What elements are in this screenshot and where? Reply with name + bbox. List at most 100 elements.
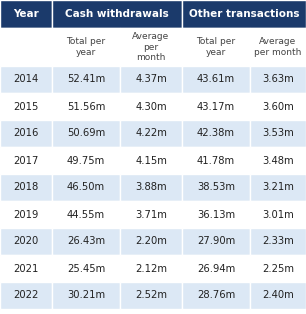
Bar [250,282,306,309]
Text: 2018: 2018 [13,182,39,192]
Text: Total per
year: Total per year [196,37,236,57]
Text: 2.52m: 2.52m [135,290,167,300]
Text: 3.01m: 3.01m [262,209,294,219]
Text: 4.15m: 4.15m [135,155,167,165]
Text: 2016: 2016 [13,128,39,138]
Text: 26.43m: 26.43m [67,236,105,246]
Text: 25.45m: 25.45m [67,263,105,273]
Bar [0,174,52,201]
Text: Other transactions: Other transactions [189,9,299,19]
Bar [0,28,52,66]
Bar [0,201,52,228]
Text: 44.55m: 44.55m [67,209,105,219]
Text: Average
per
month: Average per month [132,32,170,62]
Text: 4.37m: 4.37m [135,74,167,84]
Bar [52,228,120,255]
Text: 3.53m: 3.53m [262,128,294,138]
Text: 38.53m: 38.53m [197,182,235,192]
Text: 46.50m: 46.50m [67,182,105,192]
Bar [120,28,182,66]
Text: 36.13m: 36.13m [197,209,235,219]
Text: 3.71m: 3.71m [135,209,167,219]
Bar [0,66,52,93]
Text: 42.38m: 42.38m [197,128,235,138]
Text: 3.63m: 3.63m [262,74,294,84]
Text: 3.88m: 3.88m [135,182,167,192]
Text: 2015: 2015 [13,101,39,111]
Bar [52,28,120,66]
Text: 41.78m: 41.78m [197,155,235,165]
Bar [182,255,250,282]
Text: 26.94m: 26.94m [197,263,235,273]
Bar [120,120,182,147]
Bar [120,255,182,282]
Bar [52,147,120,174]
Text: 28.76m: 28.76m [197,290,235,300]
Bar [0,0,52,28]
Bar [52,0,182,28]
Bar [52,66,120,93]
Bar [0,255,52,282]
Bar [0,282,52,309]
Bar [0,228,52,255]
Text: 2021: 2021 [13,263,39,273]
Bar [182,282,250,309]
Text: 2020: 2020 [13,236,39,246]
Bar [182,201,250,228]
Text: 30.21m: 30.21m [67,290,105,300]
Bar [182,147,250,174]
Bar [250,93,306,120]
Text: Total per
year: Total per year [66,37,106,57]
Text: 4.30m: 4.30m [135,101,167,111]
Bar [250,28,306,66]
Bar [182,66,250,93]
Bar [250,228,306,255]
Bar [52,282,120,309]
Text: 2014: 2014 [13,74,39,84]
Text: 2.25m: 2.25m [262,263,294,273]
Bar [182,0,306,28]
Bar [250,255,306,282]
Bar [250,120,306,147]
Text: Average
per month: Average per month [254,37,302,57]
Text: 49.75m: 49.75m [67,155,105,165]
Bar [0,120,52,147]
Bar [52,120,120,147]
Bar [120,282,182,309]
Bar [120,201,182,228]
Bar [120,93,182,120]
Bar [182,228,250,255]
Bar [182,120,250,147]
Text: 2022: 2022 [13,290,39,300]
Bar [0,93,52,120]
Bar [182,174,250,201]
Text: 2.40m: 2.40m [262,290,294,300]
Bar [52,93,120,120]
Bar [182,28,250,66]
Text: 2.20m: 2.20m [135,236,167,246]
Bar [120,174,182,201]
Bar [52,201,120,228]
Bar [52,255,120,282]
Bar [182,93,250,120]
Text: 51.56m: 51.56m [67,101,105,111]
Bar [0,147,52,174]
Text: 2.33m: 2.33m [262,236,294,246]
Bar [250,66,306,93]
Bar [250,147,306,174]
Text: 3.60m: 3.60m [262,101,294,111]
Text: 3.48m: 3.48m [262,155,294,165]
Text: 43.17m: 43.17m [197,101,235,111]
Bar [250,201,306,228]
Bar [120,66,182,93]
Text: Year: Year [13,9,39,19]
Text: 43.61m: 43.61m [197,74,235,84]
Text: 2.12m: 2.12m [135,263,167,273]
Text: 50.69m: 50.69m [67,128,105,138]
Bar [250,174,306,201]
Bar [120,228,182,255]
Text: 3.21m: 3.21m [262,182,294,192]
Text: 4.22m: 4.22m [135,128,167,138]
Bar [52,174,120,201]
Text: 27.90m: 27.90m [197,236,235,246]
